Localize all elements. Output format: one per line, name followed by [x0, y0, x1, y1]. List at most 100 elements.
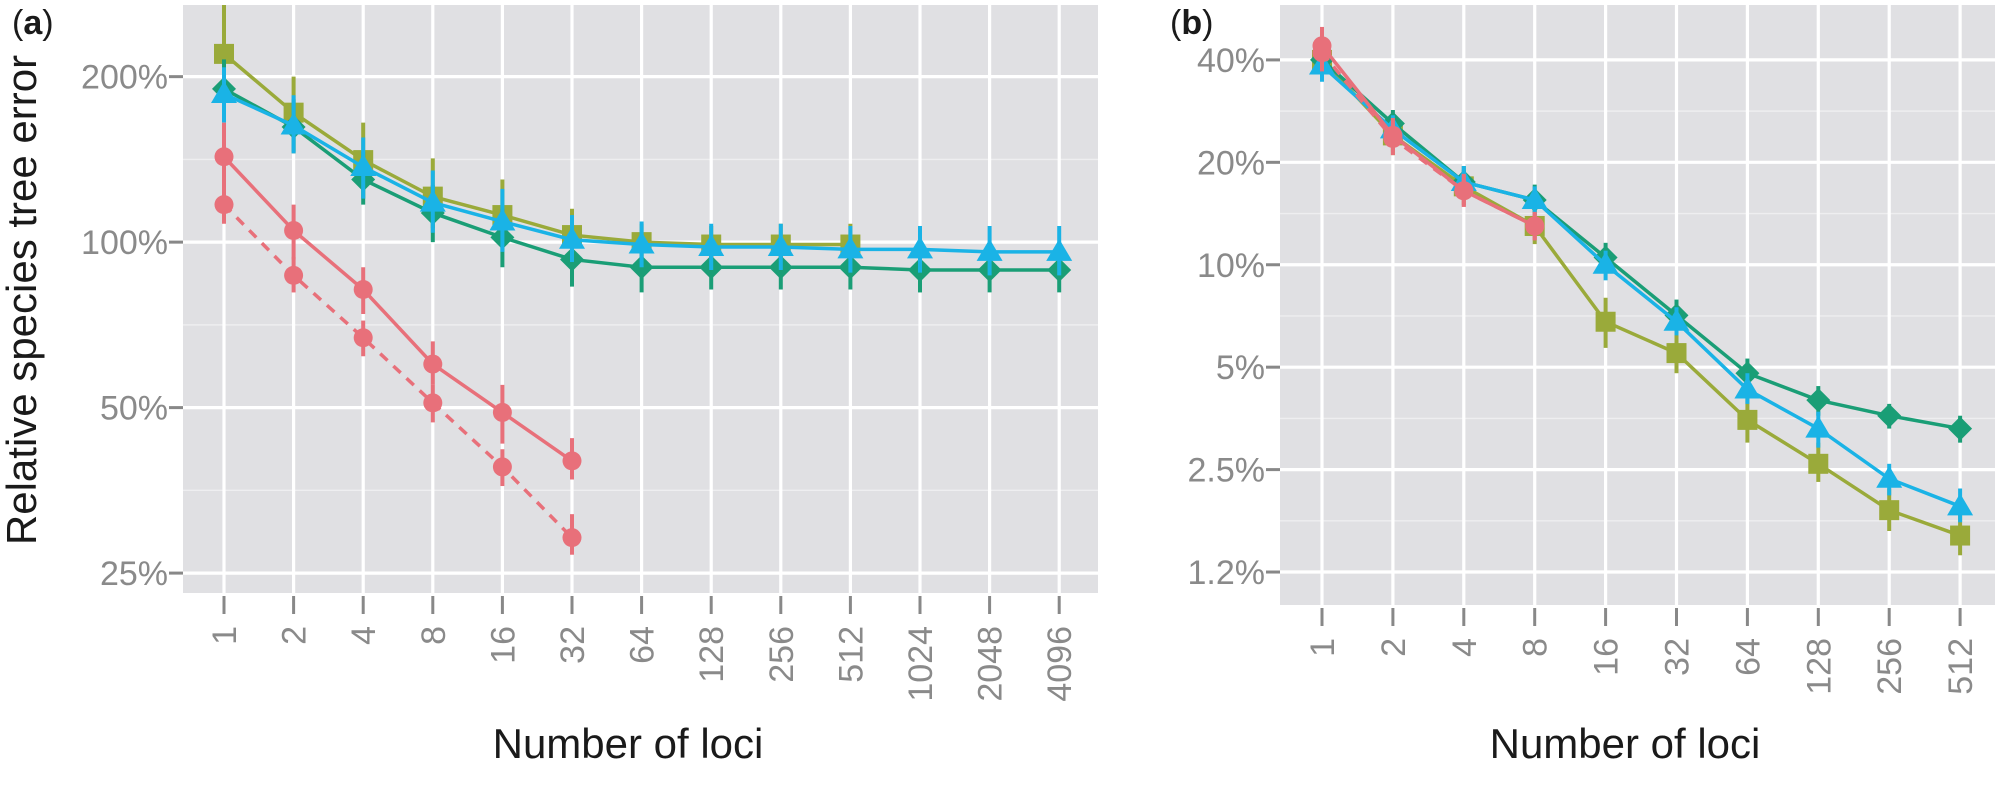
x-tick-label: 128 [693, 626, 731, 683]
data-point [1876, 465, 1903, 488]
data-point [284, 220, 304, 240]
x-tick-label: 16 [484, 626, 522, 664]
series-triangle [211, 67, 1073, 276]
series-line [222, 52, 851, 247]
data-point [353, 280, 373, 300]
x-tick-label: 512 [832, 626, 870, 683]
data-point [1950, 525, 1971, 546]
x-tick-label: 512 [1942, 638, 1980, 695]
data-point [1806, 388, 1831, 413]
data-point [284, 265, 304, 285]
data-point [976, 238, 1003, 261]
data-point [214, 43, 234, 64]
y-tick-label: 100% [81, 224, 168, 262]
series-line [1320, 64, 1961, 508]
x-tick-label: 16 [1588, 638, 1626, 676]
data-point [1666, 343, 1687, 364]
y-tick-label: 25% [100, 555, 168, 593]
data-point [350, 153, 377, 176]
x-tick-label: 32 [554, 626, 592, 664]
data-point [1947, 493, 1974, 516]
x-tick-label: 1 [1304, 638, 1342, 657]
data-point [1948, 416, 1973, 441]
series-circle-dashed [1312, 32, 1545, 241]
data-point [211, 80, 237, 103]
data-point [1046, 238, 1073, 261]
x-tick-label: 64 [624, 626, 662, 664]
data-point [628, 231, 655, 254]
x-tick-label: 64 [1729, 638, 1767, 676]
data-point [562, 451, 582, 471]
panel-a-y-axis-title: Relative species tree error [0, 55, 45, 545]
data-point [1595, 311, 1616, 332]
series-line [222, 155, 573, 463]
data-point [907, 236, 933, 259]
data-point [1383, 128, 1403, 148]
series-circle-dashed [214, 186, 582, 555]
data-point [767, 233, 794, 256]
data-point [698, 233, 725, 256]
data-point [1808, 453, 1829, 474]
x-tick-label: 256 [1871, 638, 1909, 695]
series-line [1320, 51, 1536, 228]
y-tick-label: 10% [1197, 247, 1265, 285]
data-point [1877, 403, 1902, 428]
panel-b-ticks: 40% 20% 10% 5% 2.5% 1.2% 1 2 4 8 16 32 64 128 256 512 [1188, 42, 1981, 695]
data-point [1879, 500, 1900, 521]
data-point [1312, 43, 1332, 63]
x-tick-label: 2 [276, 626, 314, 645]
series-line [222, 203, 574, 539]
data-point [489, 208, 516, 231]
x-tick-label: 2048 [972, 626, 1010, 702]
data-point [1521, 186, 1548, 209]
data-point [423, 354, 443, 374]
panel-a: (a) 200% 100% 50% 25% 1 2 4 8 16 32 64 128 256 512 102… [0, 4, 1098, 767]
data-point [1663, 308, 1690, 331]
y-tick-label: 1.2% [1188, 554, 1266, 592]
x-tick-label: 128 [1800, 638, 1838, 695]
y-tick-label: 20% [1197, 144, 1265, 182]
data-point [837, 236, 864, 259]
x-tick-label: 1024 [902, 626, 940, 702]
data-point [353, 328, 373, 348]
panel-a-ticks: 200% 100% 50% 25% 1 2 4 8 16 32 64 128 256 512 1024 204… [81, 59, 1079, 702]
y-tick-label: 40% [1197, 42, 1265, 80]
panel-b-plot-area [1280, 5, 1995, 605]
x-tick-label: 256 [763, 626, 801, 683]
x-tick-label: 8 [415, 626, 453, 645]
data-point [1805, 415, 1832, 438]
panel-b: (b) 40% 20% 10% 5% 2.5% 1.2% 1 2 4 8 16 32 64 128 256 5… [1170, 4, 1995, 767]
data-point [423, 393, 443, 413]
x-tick-label: 32 [1659, 638, 1697, 676]
panel-a-letter: a [23, 4, 43, 42]
panel-b-letter: b [1181, 4, 1202, 42]
y-tick-label: 50% [100, 390, 168, 428]
data-point [1734, 376, 1761, 399]
series-line [1320, 58, 1961, 431]
data-point [280, 112, 307, 135]
panel-b-x-axis-title: Number of loci [1490, 720, 1761, 767]
panel-b-gridlines [1280, 5, 1995, 605]
y-tick-label: 5% [1216, 349, 1265, 387]
x-tick-label: 4096 [1041, 626, 1079, 702]
y-tick-label: 200% [81, 59, 168, 97]
panel-a-label: (a) [12, 4, 54, 42]
data-point [419, 189, 446, 212]
series-circle [214, 122, 582, 480]
data-point [1737, 409, 1758, 430]
x-tick-label: 1 [206, 626, 244, 645]
data-point [214, 147, 234, 167]
data-point [214, 195, 234, 215]
data-point [1592, 251, 1619, 274]
data-point [1454, 181, 1474, 201]
y-tick-label: 2.5% [1188, 452, 1266, 490]
panel-a-x-axis-title: Number of loci [493, 720, 764, 767]
x-tick-label: 8 [1517, 638, 1555, 657]
data-point [559, 226, 585, 249]
x-tick-label: 4 [345, 626, 383, 645]
x-tick-label: 4 [1446, 638, 1484, 657]
panel-a-marks [211, 5, 1073, 555]
x-tick-label: 2 [1375, 638, 1413, 657]
data-point [492, 457, 512, 477]
